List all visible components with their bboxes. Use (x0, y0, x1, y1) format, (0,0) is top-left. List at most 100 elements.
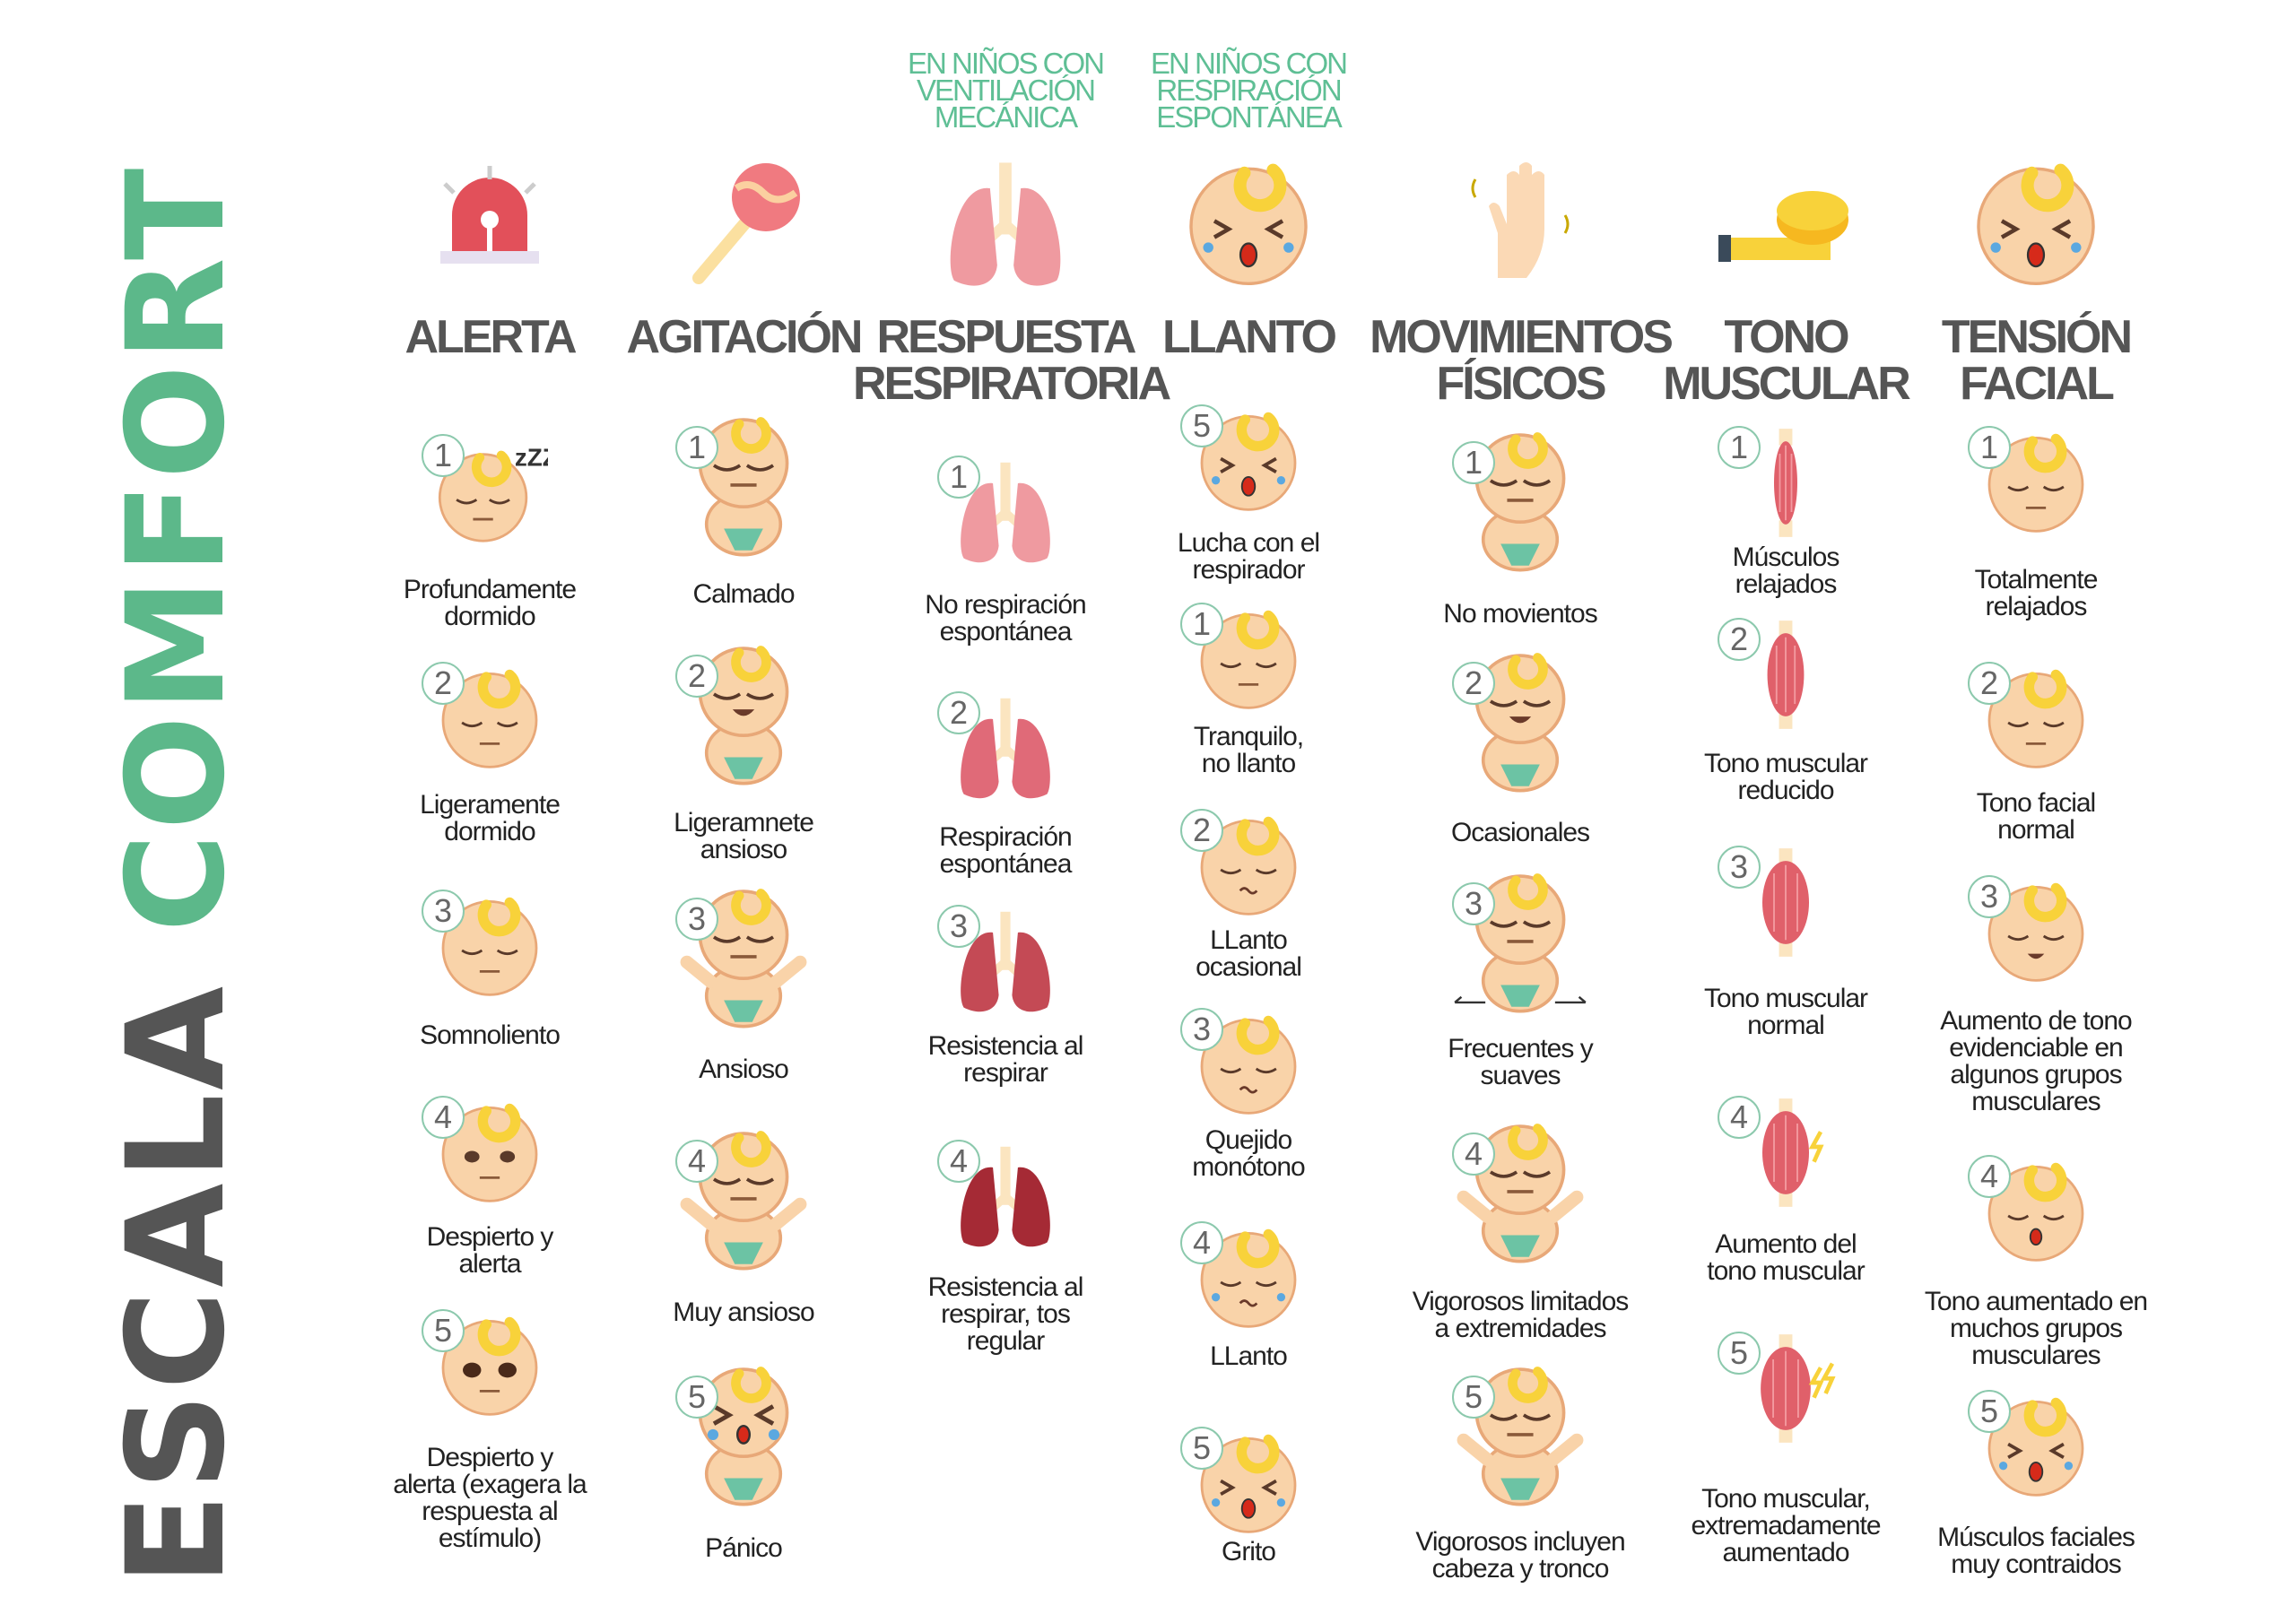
item-label-llanto: Quejido monótono (1192, 1125, 1305, 1182)
rattle-icon (672, 152, 815, 300)
level-badge: 2 (1180, 809, 1223, 852)
column-title-tono: TONO MUSCULAR (1663, 311, 1911, 410)
level-badge: 1 (1718, 426, 1761, 469)
level-badge: 3 (422, 890, 465, 933)
baby-crying-icon (1190, 404, 1307, 525)
measuring-tape-icon (1714, 152, 1857, 300)
level-badge: 3 (937, 905, 980, 948)
item-label-movimientos: Vigorosos incluyen cabeza y tronco (1415, 1527, 1625, 1584)
level-badge: 4 (675, 1140, 718, 1183)
level-badge: 4 (1180, 1221, 1223, 1264)
baby-eyes-open-icon (431, 1095, 548, 1216)
item-label-llanto: Grito (1221, 1537, 1276, 1567)
item-label-agitacion: Ansioso (699, 1055, 789, 1084)
sleeping-baby-zzz-icon: zZZ (431, 433, 558, 554)
baby-body-calm-icon (667, 407, 820, 564)
item-label-movimientos: Frecuentes y suaves (1448, 1034, 1593, 1090)
level-badge: 5 (675, 1376, 718, 1419)
lungs-3-icon (947, 904, 1064, 1025)
item-label-agitacion: Pánico (705, 1533, 783, 1563)
level-badge: 5 (422, 1309, 465, 1352)
level-badge: 1 (937, 456, 980, 499)
title-part1: ESCALA (99, 982, 255, 1586)
item-label-agitacion: Calmado (692, 579, 795, 609)
item-label-tension: Tono facial normal (1976, 788, 2096, 845)
baby-body-arms-up-icon (667, 1121, 820, 1278)
poster-title: ESCALA COMFORT (99, 165, 255, 1586)
muscle-3-icon (1727, 845, 1844, 966)
lungs-4-icon (947, 1139, 1064, 1260)
item-label-tono: Tono muscular reducido (1703, 749, 1868, 805)
lungs-1-icon (947, 455, 1064, 576)
item-label-tension: Tono aumentado en muchos grupos muscular… (1924, 1287, 2148, 1370)
baby-tears-icon (1190, 1220, 1307, 1341)
title-part2: COMFORT (99, 164, 255, 933)
level-badge: 3 (1180, 1008, 1223, 1051)
waving-hand-icon (1448, 152, 1592, 300)
baby-body-smile-icon (1444, 643, 1596, 800)
item-label-movimientos: No movientos (1443, 599, 1597, 629)
level-badge: 4 (937, 1140, 980, 1183)
baby-body-calm-icon (1444, 422, 1596, 579)
level-badge: 1 (1452, 441, 1495, 484)
baby-open-mouth-icon (1978, 1154, 2094, 1275)
item-label-alerta: Ligeramente dormido (420, 790, 561, 846)
item-label-llanto: Lucha con el respirador (1177, 528, 1320, 585)
column-title-respuesta: RESPUESTA RESPIRATORIA (853, 311, 1171, 410)
level-badge: 4 (1968, 1155, 2011, 1198)
level-badge: 5 (1718, 1332, 1761, 1375)
item-label-agitacion: Ligeramnete ansioso (674, 808, 814, 864)
level-badge: 5 (1180, 404, 1223, 447)
level-badge: 2 (1452, 662, 1495, 705)
level-badge: 1 (422, 434, 465, 477)
crying-baby-icon (1177, 152, 1320, 300)
item-label-tension: Aumento de tono evidenciable en algunos … (1940, 1006, 2133, 1116)
muscle-1-icon (1727, 425, 1844, 546)
muscle-5-icon (1727, 1331, 1844, 1452)
column-title-movimientos: MOVIMIENTOS FÍSICOS (1370, 311, 1674, 410)
baby-frown-icon (1978, 874, 2094, 995)
level-badge: 1 (1968, 426, 2011, 469)
column-subtitle: EN NIÑOS CON RESPIRACIÓN ESPONTÁNEA (1150, 47, 1348, 134)
baby-moan-icon (1190, 1007, 1307, 1128)
column-title-alerta: ALERTA (404, 311, 577, 363)
item-label-tono: Aumento del tono muscular (1707, 1229, 1865, 1286)
item-label-alerta: Profundamente dormido (403, 575, 577, 631)
baby-eyes-wide-icon (431, 1308, 548, 1429)
item-label-movimientos: Ocasionales (1450, 818, 1590, 847)
baby-body-arms-icon (1444, 1114, 1596, 1271)
column-title-agitacion: AGITACIÓN (626, 311, 864, 363)
lungs-2-icon (947, 690, 1064, 812)
level-badge: 4 (1718, 1096, 1761, 1139)
level-badge: 3 (675, 898, 718, 941)
item-label-respuesta: Respiración espontánea (939, 822, 1072, 879)
item-label-tono: Músculos relajados (1732, 542, 1840, 599)
baby-eyes-closed-icon (1190, 602, 1307, 723)
item-label-agitacion: Muy ansioso (673, 1298, 814, 1327)
level-badge: 5 (1180, 1427, 1223, 1470)
baby-body-smile-icon (667, 636, 820, 793)
level-badge: 5 (1452, 1376, 1495, 1419)
level-badge: 3 (1452, 882, 1495, 925)
alarm-siren-icon (418, 152, 561, 300)
baby-body-crying-icon (667, 1357, 820, 1514)
column-subtitle: EN NIÑOS CON VENTILACIÓN MECÁNICA (907, 47, 1105, 134)
muscle-4-icon (1727, 1095, 1844, 1216)
level-badge: 1 (675, 426, 718, 469)
item-label-llanto: LLanto ocasional (1196, 925, 1302, 982)
item-label-tono: Tono muscular normal (1703, 984, 1868, 1040)
lungs-icon (934, 152, 1077, 300)
baby-eyes-closed-icon (1978, 425, 2094, 546)
level-badge: 2 (675, 655, 718, 698)
svg-text:zZZ: zZZ (515, 444, 548, 472)
baby-whimper-icon (1190, 808, 1307, 929)
item-label-respuesta: Resistencia al respirar, tos regular (927, 1272, 1084, 1356)
baby-body-arms-up-icon (1444, 1357, 1596, 1514)
baby-crying-icon (1978, 1389, 2094, 1510)
baby-body-arms-icon (667, 879, 820, 1036)
baby-eyes-closed-icon (431, 661, 548, 782)
level-badge: 2 (1718, 618, 1761, 661)
tense-face-icon (1964, 152, 2108, 300)
level-badge: 2 (1968, 662, 2011, 705)
column-title-tension: TENSIÓN FACIAL (1941, 311, 2133, 410)
